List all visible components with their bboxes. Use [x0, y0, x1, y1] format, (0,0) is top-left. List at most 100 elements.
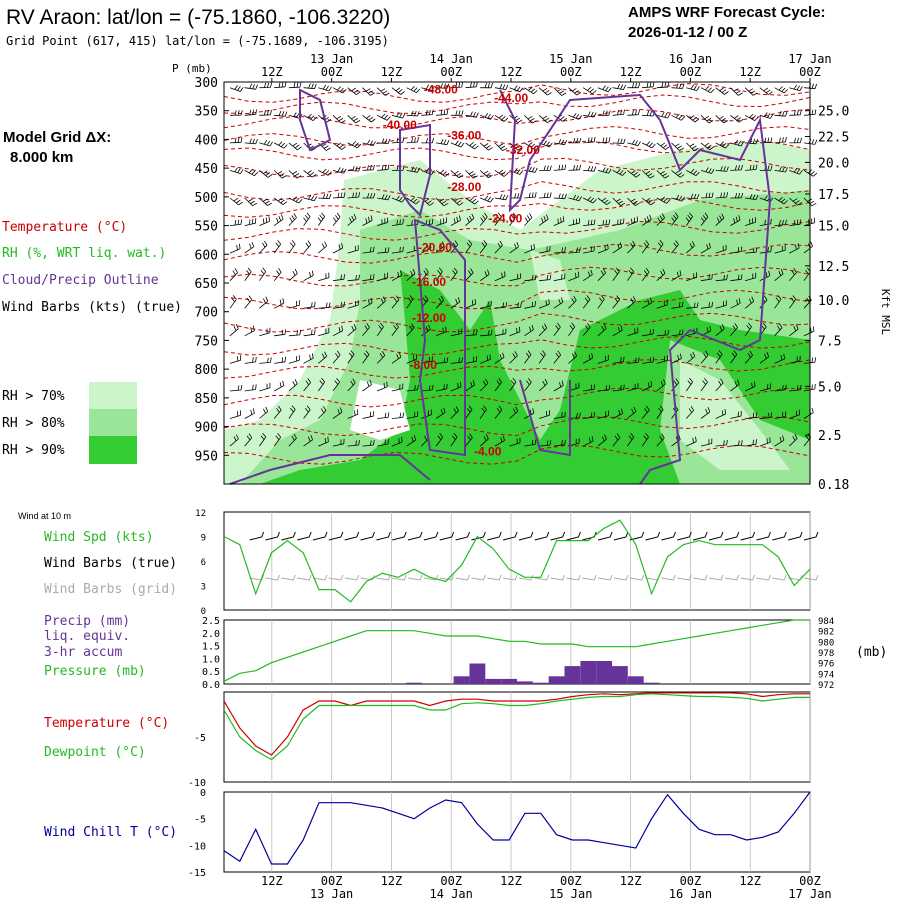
grid-wind-barb	[534, 574, 550, 581]
wind-barb	[641, 197, 656, 206]
isotherm-line	[223, 94, 811, 115]
pressure-tick-label: 300	[195, 76, 218, 91]
true-wind-barb	[693, 531, 708, 541]
isotherm-label: -28.00	[447, 180, 481, 194]
true-wind-barb	[502, 531, 518, 541]
top-date-label: 13 Jan	[310, 52, 353, 66]
wind-barb	[509, 273, 522, 282]
true-wind-barb	[597, 531, 613, 541]
grid-wind-barb	[360, 574, 376, 581]
wind-barb	[612, 109, 625, 116]
pressure-tick-label: 450	[195, 162, 218, 177]
legend-precip-3: 3-hr accum	[44, 645, 122, 660]
wind-barb	[494, 83, 509, 90]
wind-barb	[479, 269, 490, 282]
wind-barb	[362, 323, 370, 337]
kft-tick-label: 20.0	[818, 156, 849, 171]
wind-barb	[288, 240, 296, 254]
station-title: RV Araon: lat/lon = (-75.1860, -106.3220…	[6, 6, 390, 29]
true-wind-barb	[376, 531, 391, 541]
wind-barb	[803, 169, 818, 177]
grid-wind-barb	[598, 574, 613, 581]
wind-barb	[524, 166, 538, 173]
wind-barb	[479, 405, 487, 419]
wind-barb	[524, 301, 536, 309]
bottom-time-tick-label: 12Z	[739, 874, 761, 888]
wind-barb	[656, 329, 670, 337]
wind-barb	[229, 355, 241, 364]
wind-barb	[803, 138, 818, 145]
legend-pressure: Pressure (mb)	[44, 664, 146, 679]
wind-barb	[553, 350, 562, 364]
wind-barb	[391, 322, 399, 337]
dewpoint-line	[223, 693, 810, 761]
wind-barb	[700, 167, 715, 174]
precip-bar	[564, 666, 581, 684]
precip-bar	[532, 682, 549, 684]
wind-barb	[715, 378, 724, 392]
cloud-outline	[299, 88, 332, 152]
wind-barb	[332, 192, 346, 199]
wind-barb	[377, 194, 391, 201]
wind-barb	[318, 142, 331, 151]
wind-barb	[362, 139, 376, 147]
top-date-label: 15 Jan	[549, 52, 592, 66]
grid-wind-barb	[376, 574, 391, 581]
isotherm-line	[223, 358, 811, 379]
wind-barb	[597, 110, 611, 116]
pressure-tick-label: 400	[195, 133, 218, 148]
bottom-date-label: 17 Jan	[788, 887, 831, 900]
wind-barb	[656, 196, 671, 204]
wind-barb	[583, 111, 597, 118]
wind-barb	[538, 323, 548, 337]
wind-barb	[229, 110, 243, 116]
wind-barb	[259, 406, 269, 419]
kft-tick-label: 12.5	[818, 260, 849, 275]
wind-barb	[450, 170, 464, 179]
wind-barb	[465, 433, 473, 447]
wind-barb	[744, 322, 752, 337]
wind-barb	[229, 243, 241, 254]
wind-barb	[774, 166, 788, 173]
isotherm-line	[223, 220, 811, 241]
true-wind-barb	[344, 531, 360, 541]
true-wind-barb	[645, 531, 661, 541]
wind-barb	[244, 109, 257, 116]
wind-barb	[627, 216, 638, 226]
legend-dewpoint: Dewpoint (°C)	[44, 745, 146, 760]
pressure-ytick-label: 976	[818, 660, 834, 670]
wind-barb	[671, 83, 685, 89]
wind-barb	[303, 353, 314, 364]
wind-barb	[494, 271, 506, 282]
true-wind-barb	[328, 531, 344, 541]
wind-barb	[274, 110, 288, 117]
wind-barb	[450, 215, 461, 226]
windchill-panel-frame	[223, 791, 811, 873]
wind-barb	[377, 138, 391, 144]
rh-legend-90: RH > 90%	[2, 443, 65, 458]
isotherm-label: -48.00	[424, 82, 458, 96]
wind-barb	[553, 247, 566, 254]
wind-barb	[583, 196, 597, 204]
pressure-ytick-label: 984	[818, 617, 834, 627]
wind-barb	[259, 82, 273, 89]
wind-barb	[465, 111, 479, 118]
pressure-tick-label: 800	[195, 363, 218, 378]
wind-barb	[597, 244, 609, 254]
wind-barb	[539, 274, 552, 282]
wind-barb	[421, 324, 431, 337]
wind-barb	[686, 84, 700, 91]
wind-barb	[641, 214, 652, 226]
kft-axis-label: Kft MSL	[879, 289, 892, 336]
wind-barb	[229, 85, 244, 92]
bottom-time-tick-label: 12Z	[261, 874, 283, 888]
wind-barb	[259, 432, 267, 447]
wind-barb	[597, 197, 611, 206]
wind-barb	[273, 240, 282, 254]
wind-barb	[480, 195, 494, 203]
bottom-time-tick-label: 00Z	[680, 874, 702, 888]
true-wind-barb	[360, 531, 376, 541]
wind-barb	[656, 112, 671, 119]
precip-bar	[406, 682, 422, 684]
wind-barb	[538, 87, 552, 96]
